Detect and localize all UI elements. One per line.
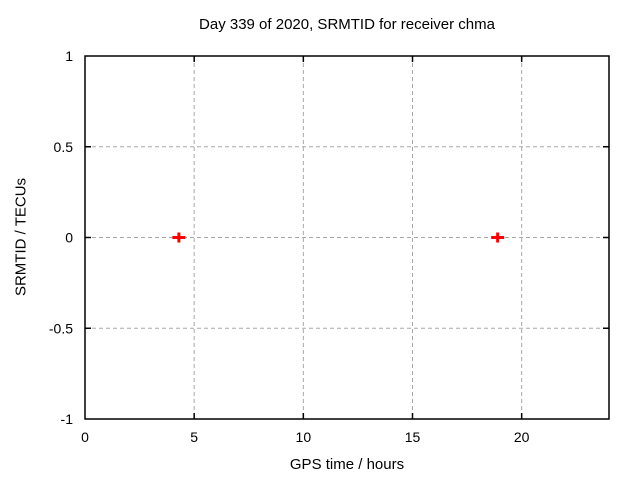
x-tick-label: 10 (296, 429, 312, 445)
x-tick-label: 15 (405, 429, 421, 445)
plot-border (84, 55, 610, 420)
x-axis-label: GPS time / hours (289, 456, 405, 473)
y-tick-label: -0.5 (49, 320, 73, 336)
y-axis-label: SRMTID / TECUs (12, 177, 30, 297)
x-tick-label: 5 (190, 429, 198, 445)
y-tick-label: 0.5 (54, 139, 74, 155)
x-tick-label: 20 (514, 429, 530, 445)
y-tick-label: -1 (61, 411, 74, 427)
x-tick-label: 0 (81, 429, 89, 445)
y-tick-label: 1 (65, 48, 73, 64)
y-tick-label: 0 (65, 230, 73, 246)
chart-title: Day 339 of 2020, SRMTID for receiver chm… (199, 16, 495, 33)
